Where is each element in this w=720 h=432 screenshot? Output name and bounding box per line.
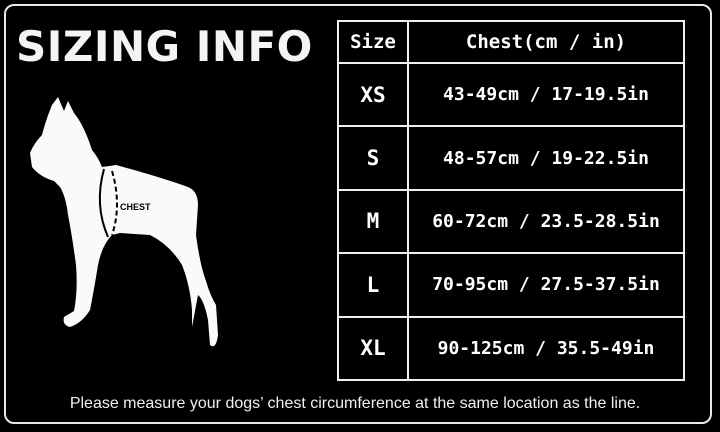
chest-cell: 43-49cm / 17-19.5in <box>407 61 685 128</box>
size-cell: L <box>337 252 409 318</box>
size-table: Size Chest(cm / in) XS 43-49cm / 17-19.5i… <box>337 20 685 382</box>
chest-solid-line <box>98 168 109 238</box>
size-cell: S <box>337 125 409 191</box>
header-size: Size <box>337 20 409 64</box>
measurement-note: Please measure your dogs’ chest circumfe… <box>69 395 641 412</box>
table-row: M 60-72cm / 23.5-28.5in <box>337 188 685 255</box>
table-row: XL 90-125cm / 35.5-49in <box>337 315 685 382</box>
chest-cell: 48-57cm / 19-22.5in <box>407 125 685 191</box>
page-title: SIZING INFO <box>16 22 313 71</box>
chest-dashed-line <box>111 170 118 236</box>
dog-silhouette-diagram: CHEST <box>30 97 218 347</box>
size-cell: M <box>337 188 409 255</box>
size-cell: XL <box>337 315 409 382</box>
chest-cell: 90-125cm / 35.5-49in <box>407 315 685 382</box>
table-row: XS 43-49cm / 17-19.5in <box>337 61 685 128</box>
dog-silhouette <box>30 97 218 347</box>
table-row: L 70-95cm / 27.5-37.5in <box>337 252 685 318</box>
chest-cell: 70-95cm / 27.5-37.5in <box>407 252 685 318</box>
table-row: S 48-57cm / 19-22.5in <box>337 125 685 191</box>
chest-cell: 60-72cm / 23.5-28.5in <box>407 188 685 255</box>
size-cell: XS <box>337 61 409 128</box>
chest-label: CHEST <box>120 202 151 212</box>
table-header-row: Size Chest(cm / in) <box>337 20 685 64</box>
header-chest: Chest(cm / in) <box>407 20 685 64</box>
border-frame <box>4 4 712 424</box>
